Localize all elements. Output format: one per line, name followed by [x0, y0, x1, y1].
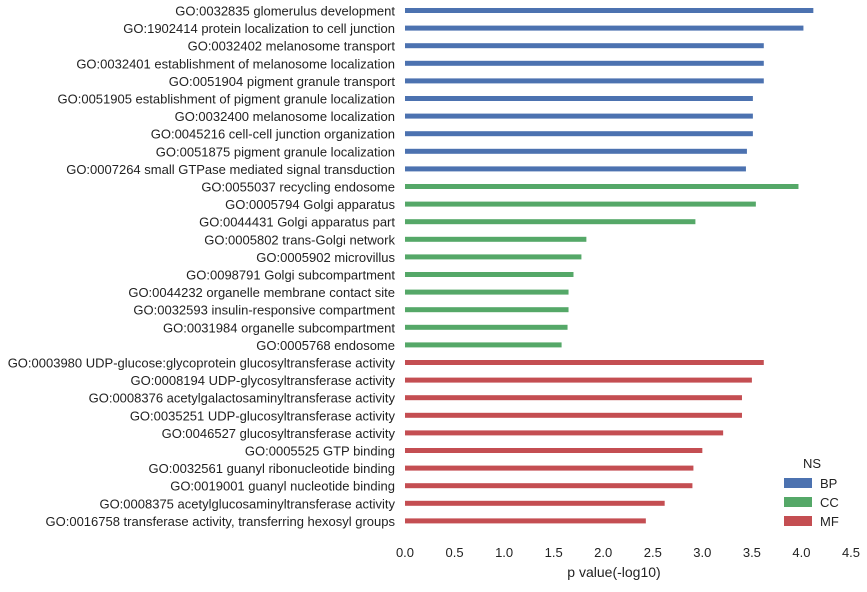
bar-mf	[405, 430, 724, 436]
category-label: GO:0051904 pigment granule transport	[169, 74, 396, 89]
bar-bp	[405, 148, 747, 154]
category-label: GO:0005768 endosome	[256, 338, 395, 353]
bar-mf	[405, 483, 693, 489]
bar-mf	[405, 465, 694, 471]
legend-swatch-cc	[784, 497, 812, 507]
legend-label-bp: BP	[820, 476, 837, 491]
bar-bp	[405, 131, 753, 137]
bar-cc	[405, 342, 562, 348]
legend-swatch-bp	[784, 478, 812, 488]
category-label: GO:0044431 Golgi apparatus part	[199, 215, 395, 230]
x-tick-label: 1.5	[545, 545, 563, 560]
category-label: GO:0008375 acetylglucosaminyltransferase…	[99, 496, 395, 511]
bar-bp	[405, 8, 814, 13]
bar-mf	[405, 412, 742, 418]
bar-cc	[405, 236, 587, 242]
category-label: GO:0051875 pigment granule localization	[156, 144, 395, 159]
x-tick-label: 3.0	[693, 545, 711, 560]
category-label: GO:0032401 establishment of melanosome l…	[76, 56, 395, 71]
category-label: GO:0003980 UDP-glucose:glycoprotein gluc…	[8, 356, 396, 371]
category-label: GO:0005794 Golgi apparatus	[225, 197, 395, 212]
x-tick-label: 2.5	[644, 545, 662, 560]
x-tick-label: 2.0	[594, 545, 612, 560]
bar-mf	[405, 395, 742, 401]
bar-mf	[405, 500, 665, 506]
category-label: GO:0005802 trans-Golgi network	[204, 232, 395, 247]
category-label: GO:0055037 recycling endosome	[201, 180, 395, 195]
category-label: GO:0031984 organelle subcompartment	[163, 320, 395, 335]
bar-cc	[405, 307, 569, 313]
x-axis: 0.0 0.5 1.0 1.5 2.0 2.5 3.0 3.5 4.0 4.5	[396, 545, 860, 560]
x-tick-label: 4.5	[842, 545, 860, 560]
bar-cc	[405, 272, 574, 277]
category-labels: GO:0032835 glomerulus development GO:1902…	[8, 4, 396, 529]
bar-bp	[405, 166, 746, 172]
category-label: GO:0008376 acetylgalactosaminyltransfera…	[89, 391, 396, 406]
bar-bp	[405, 43, 764, 49]
bar-cc	[405, 254, 582, 260]
legend-swatch-mf	[784, 516, 812, 526]
bar-bp	[405, 60, 764, 66]
legend-label-mf: MF	[820, 514, 839, 529]
category-label: GO:0032400 melanosome localization	[175, 109, 395, 124]
category-label: GO:0016758 transferase activity, transfe…	[46, 514, 396, 529]
bar-cc	[405, 289, 569, 295]
category-label: GO:0005902 microvillus	[256, 250, 395, 265]
category-label: GO:0035251 UDP-glucosyltransferase activ…	[130, 408, 396, 423]
bar-bp	[405, 78, 764, 84]
bar-cc	[405, 324, 568, 330]
category-label: GO:0007264 small GTPase mediated signal …	[66, 162, 395, 177]
bar-cc	[405, 201, 756, 207]
category-label: GO:0046527 glucosyltransferase activity	[162, 426, 396, 441]
x-tick-label: 0.5	[446, 545, 464, 560]
bar-bp	[405, 113, 753, 119]
x-axis-label: p value(-log10)	[567, 564, 660, 580]
x-tick-label: 1.0	[495, 545, 513, 560]
x-tick-label: 3.5	[743, 545, 761, 560]
bar-cc	[405, 184, 799, 189]
legend: NS BP CC MF	[784, 456, 839, 529]
bar-bp	[405, 96, 753, 101]
category-label: GO:0032593 insulin-responsive compartmen…	[133, 303, 395, 318]
bar-mf	[405, 377, 752, 383]
category-label: GO:0032835 glomerulus development	[175, 4, 395, 19]
category-label: GO:1902414 protein localization to cell …	[123, 21, 395, 36]
category-label: GO:0032402 melanosome transport	[188, 39, 396, 54]
legend-title: NS	[803, 456, 821, 471]
legend-label-cc: CC	[820, 495, 839, 510]
x-tick-label: 4.0	[792, 545, 810, 560]
bars-layer	[405, 8, 814, 524]
category-label: GO:0008194 UDP-glycosyltransferase activ…	[131, 373, 396, 388]
bar-mf	[405, 518, 646, 524]
category-label: GO:0044232 organelle membrane contact si…	[128, 285, 395, 300]
bar-bp	[405, 25, 804, 31]
category-label: GO:0045216 cell-cell junction organizati…	[151, 127, 395, 142]
bar-mf	[405, 360, 764, 365]
category-label: GO:0019001 guanyl nucleotide binding	[170, 479, 395, 494]
category-label: GO:0005525 GTP binding	[245, 444, 395, 459]
bar-mf	[405, 448, 703, 453]
category-label: GO:0098791 Golgi subcompartment	[186, 268, 395, 283]
category-label: GO:0051905 establishment of pigment gran…	[58, 92, 396, 107]
bar-cc	[405, 219, 696, 225]
x-tick-label: 0.0	[396, 545, 414, 560]
category-label: GO:0032561 guanyl ribonucleotide binding	[149, 461, 395, 476]
